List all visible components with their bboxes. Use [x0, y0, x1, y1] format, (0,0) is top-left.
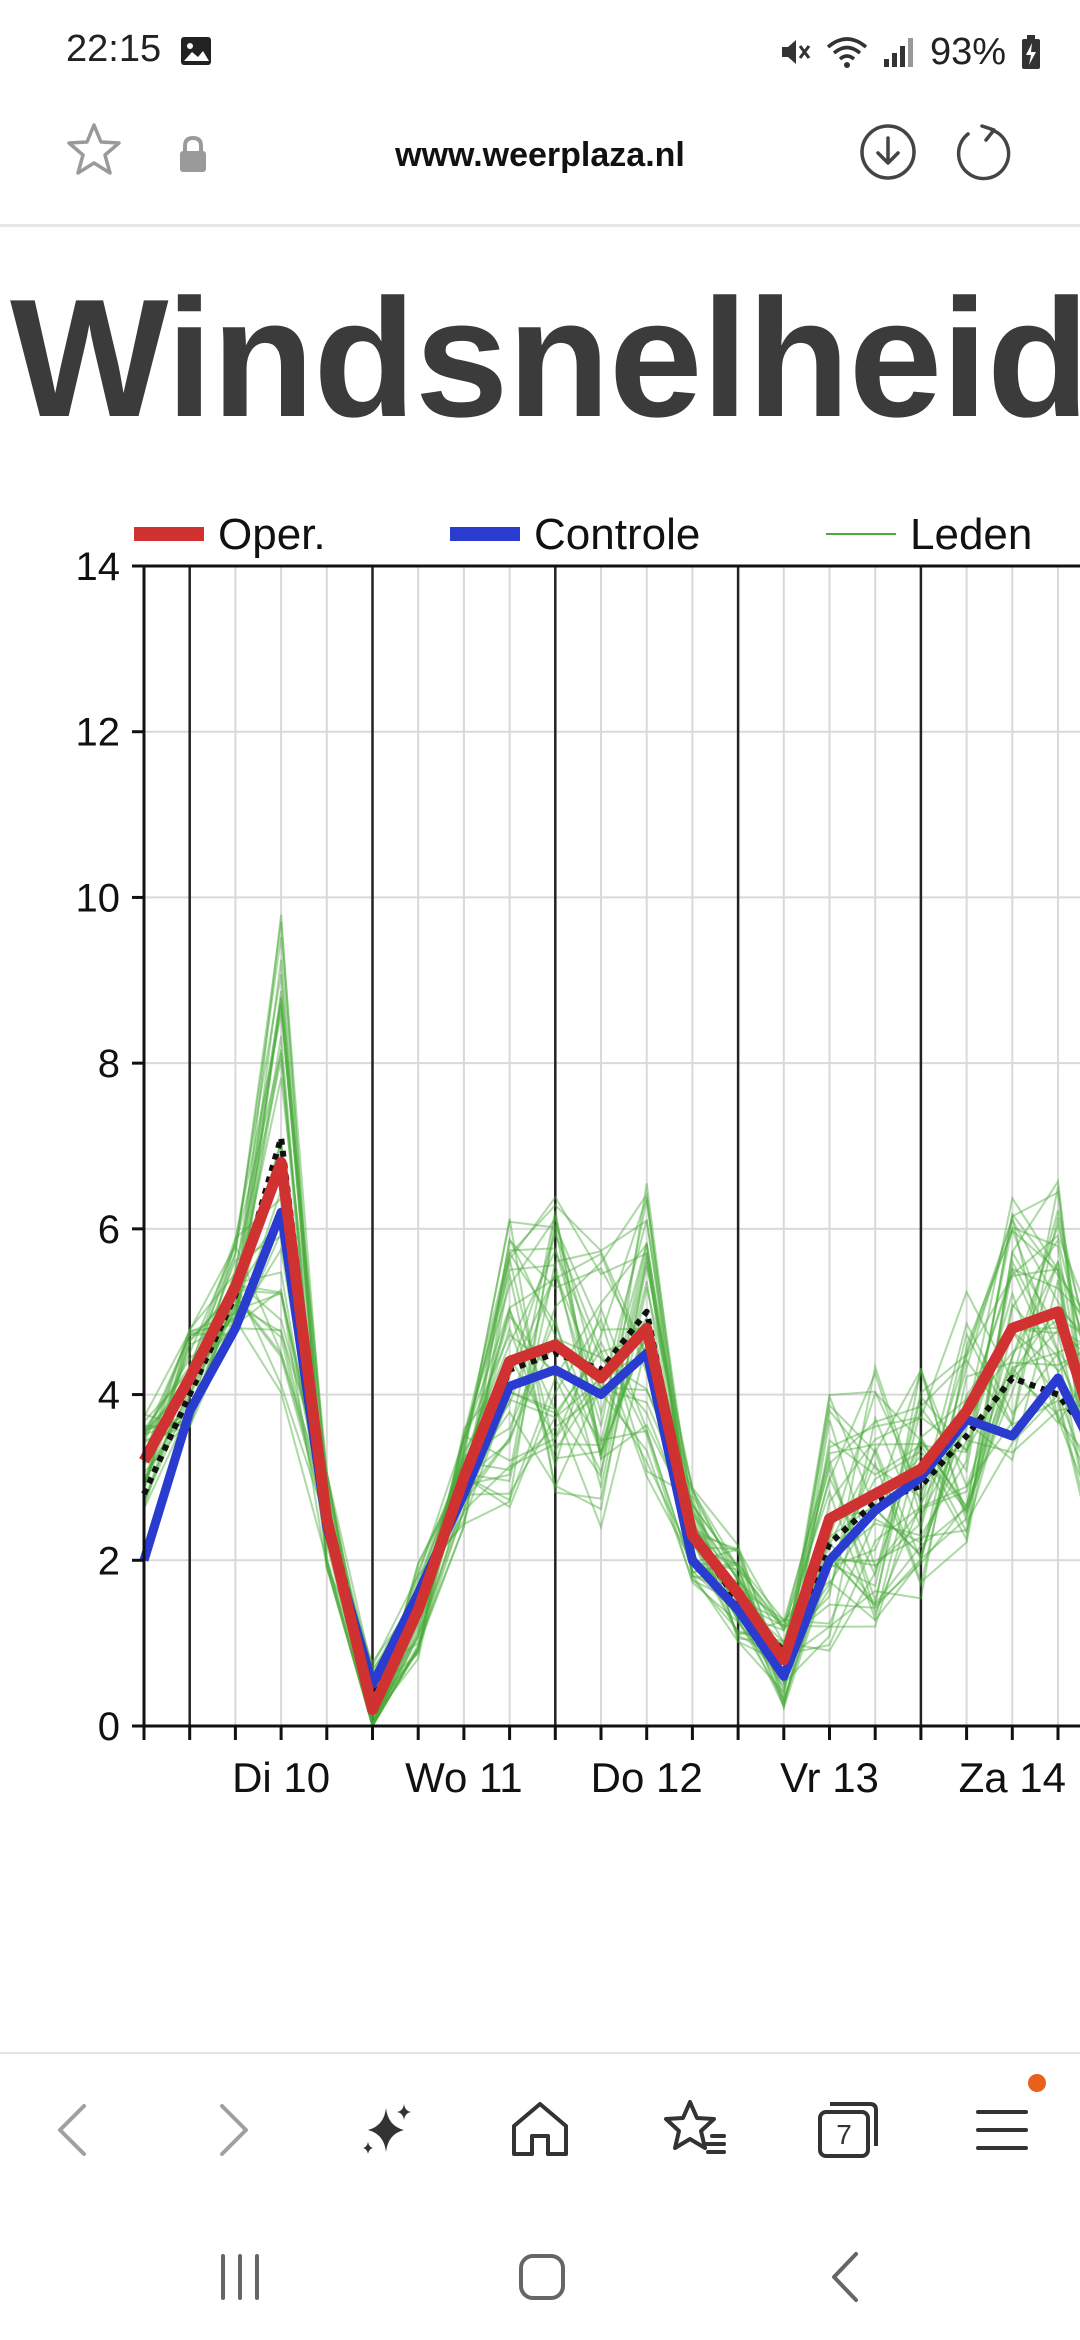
ai-sparkle-icon[interactable] [350, 2094, 422, 2166]
signal-icon [883, 38, 913, 67]
member-line [143, 1250, 1080, 1730]
status-icons: 93% [778, 24, 1042, 80]
status-time: 22:15 [66, 28, 162, 70]
member-line [143, 1288, 1080, 1723]
legend-label: Controle [534, 510, 700, 559]
x-tick-label: Wo 11 [405, 1754, 523, 1801]
x-tick-label: Za 14 [959, 1754, 1066, 1801]
page-title: Windsnelheid [10, 264, 1080, 452]
member-line [143, 914, 1080, 1729]
y-tick-label: 8 [98, 1042, 120, 1086]
battery-charging-icon [1022, 35, 1040, 69]
tab-count: 7 [836, 2119, 852, 2150]
chart-ticks: 0 2 4 6 8 10 12 14 Di 10 Wo 11 Do 12 Vr 13 Za 14 [76, 545, 1067, 1801]
url-bar[interactable]: www.weerplaza.nl [0, 100, 1080, 227]
back-nav-icon[interactable] [812, 2242, 882, 2312]
chart-legend: Oper. Controle Leden [134, 510, 1032, 559]
member-line [143, 1191, 1080, 1730]
status-bar: 22:15 93% [0, 0, 1080, 100]
member-line [143, 974, 1080, 1729]
y-tick-label: 6 [98, 1208, 120, 1252]
y-tick-label: 4 [98, 1374, 120, 1418]
back-icon[interactable] [38, 2094, 110, 2166]
gallery-icon [181, 37, 211, 65]
recent-apps-icon[interactable] [205, 2242, 275, 2312]
menu-icon[interactable] [966, 2094, 1038, 2166]
member-line [143, 1258, 1080, 1730]
forward-icon[interactable] [196, 2094, 268, 2166]
system-navigation-bar [0, 2202, 1080, 2340]
member-line [143, 959, 1080, 1729]
wifi-icon [826, 37, 868, 68]
y-tick-label: 2 [98, 1539, 120, 1583]
tabs-icon[interactable]: 7 [812, 2094, 884, 2166]
chart-members-lines [143, 914, 1080, 1730]
legend-label: Oper. [218, 510, 326, 559]
x-tick-label: Do 12 [591, 1754, 703, 1801]
y-tick-label: 14 [76, 545, 121, 589]
notification-dot [1028, 2074, 1046, 2092]
member-line [143, 1256, 1080, 1730]
member-line [143, 1297, 1080, 1729]
home-icon[interactable] [504, 2094, 576, 2166]
chart-grid [143, 565, 1080, 1727]
reload-icon[interactable] [952, 122, 1014, 184]
home-nav-icon[interactable] [507, 2242, 577, 2312]
member-line [143, 936, 1080, 1713]
chart-series [139, 1134, 1080, 1715]
chart-axes [142, 564, 1080, 1728]
bookmarks-icon[interactable] [658, 2094, 730, 2166]
mute-icon [781, 40, 811, 64]
member-line [143, 1077, 1080, 1711]
y-tick-label: 12 [76, 711, 121, 755]
bookmark-star-icon[interactable] [64, 120, 124, 180]
download-icon[interactable] [858, 122, 918, 182]
member-line [143, 1243, 1080, 1703]
url-text[interactable]: www.weerplaza.nl [395, 136, 685, 174]
legend-label: Leden [910, 510, 1032, 559]
chart-day-separators [188, 566, 923, 1726]
member-line [143, 996, 1080, 1729]
lock-icon[interactable] [176, 134, 210, 174]
wind-speed-chart: 0 2 4 6 8 10 12 14 Di 10 Wo 11 Do 12 Vr 13 Za 14 Ope… [76, 510, 1080, 1801]
x-tick-label: Di 10 [232, 1754, 330, 1801]
series-gemiddelde [141, 1134, 1080, 1696]
y-tick-label: 10 [76, 876, 121, 920]
member-line [143, 1003, 1080, 1669]
battery-percent: 93% [929, 30, 1006, 73]
bottom-toolbar: 7 [0, 2052, 1080, 2204]
y-tick-label: 0 [98, 1705, 120, 1749]
x-tick-label: Vr 13 [780, 1754, 879, 1801]
series-oper [139, 1157, 1080, 1715]
